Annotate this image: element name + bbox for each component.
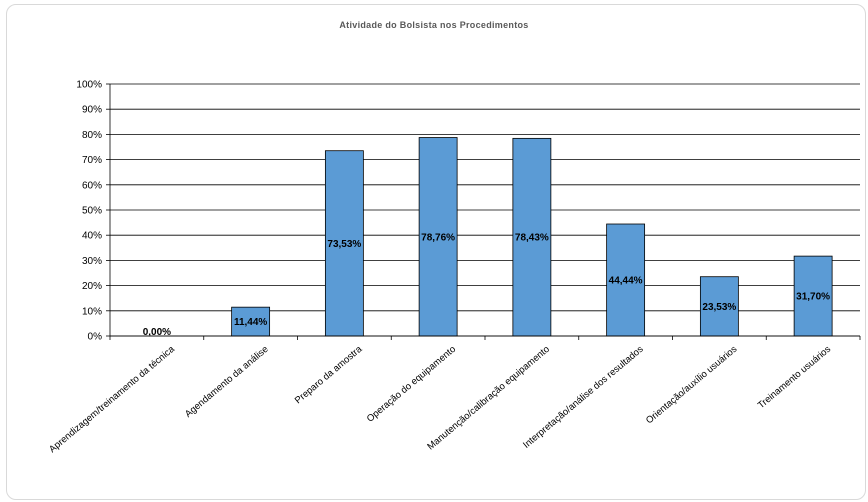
x-category-label: Orientação/auxílio usuários <box>644 344 739 427</box>
y-tick-label: 10% <box>82 306 102 317</box>
x-category-label: Operação do equipamento <box>365 344 458 425</box>
y-tick-label: 0% <box>88 332 103 343</box>
y-tick-label: 100% <box>76 80 102 91</box>
y-tick-label: 50% <box>82 206 102 217</box>
x-category-label: Aprendizagem/treinamento da técnica <box>47 343 177 455</box>
data-label: 11,44% <box>234 317 267 328</box>
y-tick-label: 60% <box>82 180 102 191</box>
data-label: 44,44% <box>609 276 643 287</box>
data-label: 78,76% <box>421 232 455 243</box>
data-label: 23,53% <box>702 302 736 313</box>
data-label: 31,70% <box>796 292 830 303</box>
y-tick-label: 40% <box>82 231 102 242</box>
y-tick-label: 90% <box>82 105 102 116</box>
data-label: 73,53% <box>327 239 361 250</box>
y-tick-label: 30% <box>82 256 102 267</box>
data-label: 78,43% <box>515 233 549 244</box>
x-category-label: Preparo da amostra <box>293 343 365 406</box>
y-tick-label: 80% <box>82 130 102 141</box>
y-tick-label: 20% <box>82 281 102 292</box>
y-tick-label: 70% <box>82 155 102 166</box>
x-category-label: Agendamento da análise <box>183 344 271 420</box>
x-category-label: Treinamento usuários <box>756 344 833 411</box>
